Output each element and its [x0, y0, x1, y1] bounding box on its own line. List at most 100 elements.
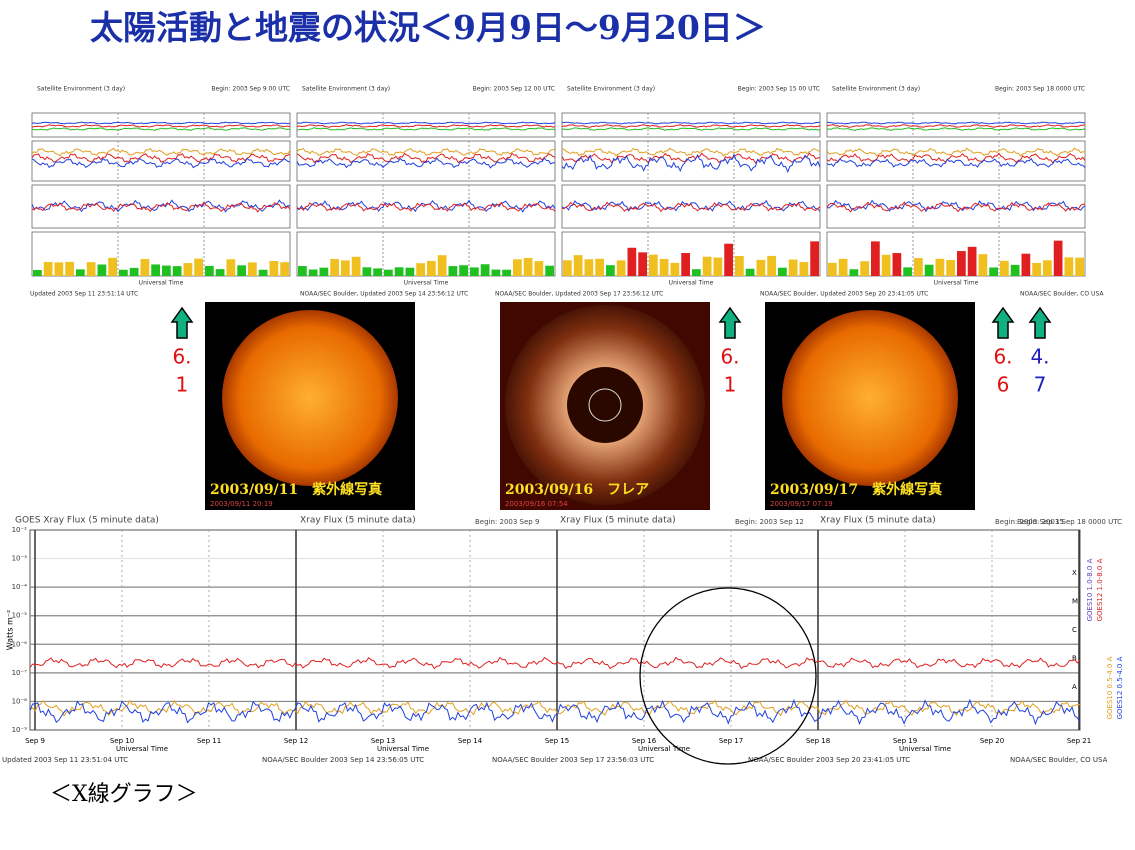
kp-bar — [129, 267, 139, 276]
kp-bar — [903, 267, 912, 276]
arrow — [718, 306, 742, 339]
kp-bar — [215, 269, 225, 276]
kp-bar — [183, 263, 193, 276]
x-tick-label: Sep 15 — [545, 737, 569, 745]
kp-bar — [108, 257, 117, 276]
kp-bar — [97, 264, 107, 276]
y-tick-label: 10⁻⁸ — [12, 697, 28, 705]
kp-bar — [828, 262, 837, 276]
x-tick-label: Sep 9 — [25, 737, 45, 745]
xray-begin: Begin: 2003 Sep 12 — [735, 518, 804, 526]
kp-bar — [226, 259, 236, 276]
kp-bar — [616, 260, 626, 276]
x-tick-label: Sep 17 — [719, 737, 743, 745]
strip — [296, 231, 556, 277]
trace — [561, 152, 821, 164]
trace — [296, 147, 556, 156]
kp-bar — [967, 246, 977, 276]
photo-date: 2003/09/17 07:19 — [770, 500, 833, 508]
trace — [826, 201, 1086, 213]
kp-bar — [745, 268, 755, 276]
kp-bar — [43, 262, 53, 276]
kp-bar — [545, 265, 554, 276]
trace — [29, 656, 1081, 670]
kp-bar — [162, 265, 171, 276]
kp-bar — [756, 259, 766, 276]
kp-bar — [237, 265, 246, 276]
trace — [296, 124, 556, 128]
panel-footer: NOAA/SEC Boulder, CO USA — [1020, 291, 1104, 298]
highlight — [639, 587, 817, 765]
x-axis-label: Universal Time — [899, 745, 951, 753]
kp-bar — [978, 254, 988, 276]
y-tick-label: 10⁻² — [12, 526, 28, 534]
xray-footer: NOAA/SEC Boulder 2003 Sep 14 23:56:05 UT… — [262, 756, 424, 764]
trace — [31, 121, 291, 125]
kp-bar — [502, 269, 511, 276]
kp-bar — [119, 269, 128, 276]
magnitude: 6. — [172, 345, 191, 369]
x-tick-label: Sep 19 — [893, 737, 917, 745]
kp-bar — [437, 255, 447, 276]
kp-bar — [946, 260, 955, 276]
kp-bar — [1075, 257, 1084, 276]
x-tick-label: Sep 21 — [1067, 737, 1091, 745]
x-axis-label: Universal Time — [638, 745, 690, 753]
trace — [31, 199, 291, 213]
kp-bar — [341, 260, 350, 276]
kp-bar — [670, 262, 680, 276]
kp-bar — [638, 252, 647, 276]
kp-bar — [194, 258, 203, 276]
kp-bar — [563, 260, 572, 276]
arrow — [170, 306, 194, 339]
kp-bar — [788, 259, 798, 276]
x-axis-label: Universal Time — [377, 745, 429, 753]
trace — [296, 201, 556, 212]
kp-bar — [881, 254, 891, 276]
panel-header: Satellite Environment (3 day) — [37, 86, 125, 93]
y-tick-label: 10⁻⁶ — [12, 640, 28, 648]
kp-bar — [280, 262, 289, 276]
kp-bar — [1021, 253, 1031, 276]
right-label: GOES10 1.0-8.0 A — [1086, 558, 1094, 621]
strip — [561, 231, 821, 277]
kp-bar — [799, 262, 809, 276]
kp-bar — [534, 261, 544, 276]
class-letter: M — [1072, 597, 1078, 605]
xray-begin: Begin: 2003 Sep 9 — [475, 518, 539, 526]
trace — [29, 699, 1081, 717]
x-axis-label: Universal Time — [116, 745, 168, 753]
kp-bar — [523, 258, 533, 276]
kp-bar — [735, 256, 744, 276]
kp-bar — [330, 259, 339, 276]
kp-bar — [935, 258, 945, 276]
x-tick-label: Sep 11 — [197, 737, 221, 745]
occulter — [567, 367, 643, 443]
trace — [561, 124, 821, 128]
kp-bar — [810, 241, 819, 276]
y-tick-label: 10⁻⁵ — [12, 612, 28, 620]
trace — [826, 157, 1086, 168]
trace — [561, 153, 821, 174]
right-label: GOES12 1.0-8.0 A — [1096, 558, 1104, 621]
xray-header: Xray Flux (5 minute data) — [820, 516, 936, 526]
kp-bar — [1064, 257, 1074, 276]
kp-bar — [373, 268, 382, 276]
strip — [31, 231, 291, 277]
disk — [588, 388, 622, 422]
photo-caption: 2003/09/16 フレア — [505, 482, 649, 498]
trace — [31, 201, 291, 213]
panel-axis: Universal Time — [139, 280, 184, 287]
kp-bar — [681, 252, 690, 276]
kp-bar — [65, 261, 74, 276]
panel-begin: Begin: 2003 Sep 18 0000 UTC — [995, 86, 1085, 93]
kp-bar — [606, 265, 615, 276]
arrow — [991, 306, 1015, 339]
photo-caption: 2003/09/17 紫外線写真 — [770, 481, 942, 498]
x-tick-label: Sep 16 — [632, 737, 657, 745]
y-tick-label: 10⁻⁷ — [12, 669, 28, 677]
trace — [826, 147, 1086, 157]
strip — [296, 184, 556, 229]
kp-bar — [470, 267, 479, 276]
